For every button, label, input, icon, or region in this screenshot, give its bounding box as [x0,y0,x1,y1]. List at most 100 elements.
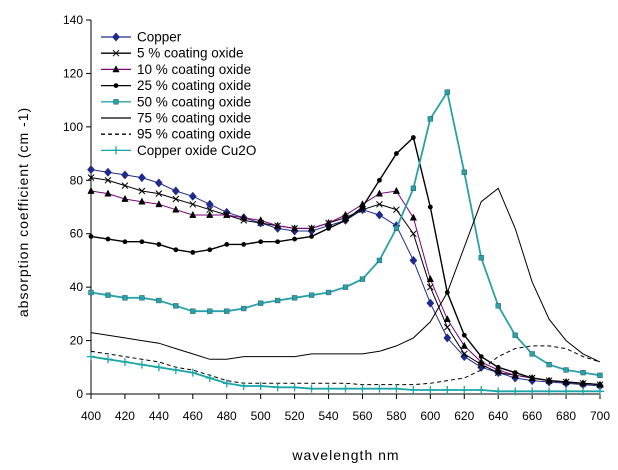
marker-plus [562,387,571,396]
marker-circle [224,242,230,247]
y-tick-label: 20 [70,334,84,348]
marker-circle [173,247,179,253]
marker-square [105,292,111,298]
legend-entry-6: 95 % coating oxide [101,127,251,142]
marker-triangle [257,216,265,224]
y-tick-label: 140 [63,13,83,27]
x-tick-label: 580 [386,409,406,423]
plot-area: 0 20 40 60 80 100 120 140 400 420 440 460 480 500 520 5… [63,13,610,423]
marker-diamond [188,191,197,201]
marker-diamond [205,199,214,209]
marker-circle [529,375,535,381]
marker-square [258,300,264,306]
marker-plus [460,385,469,394]
marker-square [325,289,332,296]
marker-triangle [274,221,282,229]
x-tick-label: 680 [556,409,576,423]
x-tick-label: 400 [81,409,101,423]
marker-square [173,303,179,309]
marker-circle [139,239,145,245]
marker-square [241,305,247,312]
series-0 [87,165,604,391]
marker-circle [427,204,433,210]
marker-plus [579,387,588,396]
marker-triangle [240,213,248,221]
x-tick-label: 500 [251,409,271,423]
marker-circle [495,364,501,370]
marker-plus [358,384,367,393]
marker-triangle [223,210,231,218]
marker-plus [426,385,435,394]
x-tick-label: 460 [183,409,203,423]
marker-diamond [112,32,120,42]
marker-circle [207,247,213,253]
series-4 [88,89,603,378]
marker-circle [478,354,484,359]
marker-plus [409,385,418,394]
marker-circle [241,242,247,247]
series-3 [88,135,603,388]
marker-triangle [409,213,417,221]
marker-square [308,292,315,298]
marker-square [427,116,433,122]
series-line [90,187,601,363]
marker-triangle [392,186,401,194]
marker-triangle [375,189,384,197]
marker-plus [120,357,129,366]
marker-plus [528,387,537,396]
marker-triangle [172,205,180,213]
series-5 [90,187,601,363]
x-tick-label: 700 [590,409,610,423]
marker-square [156,297,162,304]
legend-entry-3: 25 % coating oxide [101,78,251,93]
marker-square [546,361,552,368]
marker-plus [596,387,604,396]
marker-square [478,255,484,261]
marker-square [291,295,298,301]
marker-triangle [104,189,112,197]
marker-plus [256,381,265,390]
marker-circle [326,225,331,231]
marker-circle [461,332,467,338]
marker-triangle [341,210,350,218]
marker-plus [239,381,248,390]
marker-square [113,99,119,105]
marker-square [274,297,281,304]
y-tick-label: 120 [63,66,83,80]
marker-plus [188,368,197,377]
marker-x [155,190,163,197]
marker-diamond [171,186,180,196]
marker-circle [394,151,399,156]
legend-entry-1: 5 % coating oxide [101,46,244,61]
legend-entry-5: 75 % coating oxide [101,111,251,126]
legend-label: Copper [137,30,182,45]
marker-diamond [443,333,452,343]
marker-square [444,89,450,95]
x-tick-label: 540 [319,409,339,423]
legend-label: 75 % coating oxide [137,111,251,126]
series-line [90,136,601,386]
marker-circle [309,233,314,239]
marker-plus [307,384,316,393]
marker-x [443,323,451,331]
marker-circle [113,83,119,88]
y-tick-label: 80 [70,173,84,187]
marker-x [87,174,95,181]
marker-square [224,308,230,314]
legend-entry-0: Copper [101,30,182,45]
marker-circle [546,378,552,384]
marker-triangle [189,210,197,218]
marker-x [376,200,383,208]
marker-plus [341,384,350,393]
y-axis-label: absorption coefficient (cm -1) [15,107,31,317]
x-tick-label: 420 [115,409,135,423]
marker-circle [410,135,416,140]
marker-plus [103,355,112,364]
marker-diamond [121,170,129,180]
marker-x [460,350,468,358]
marker-triangle [460,341,468,349]
x-tick-label: 520 [285,409,305,423]
marker-square [342,284,349,290]
